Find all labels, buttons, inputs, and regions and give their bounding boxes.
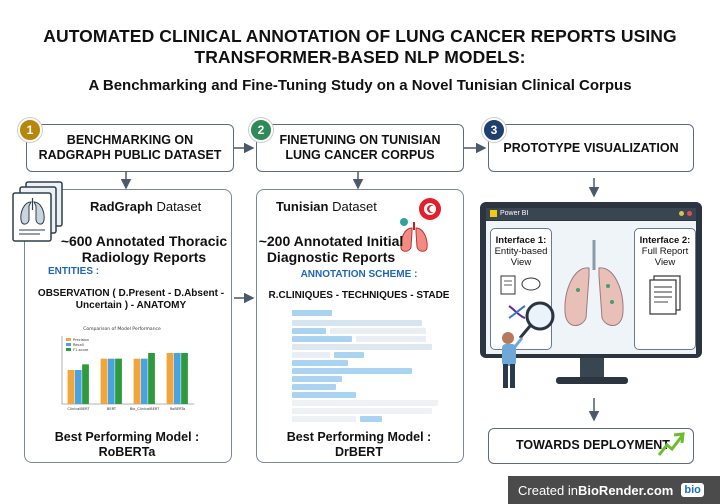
monitor-base bbox=[556, 377, 628, 384]
tunisian-best-label: Best Performing Model : bbox=[286, 430, 432, 444]
chart-legend-swatch bbox=[66, 338, 71, 341]
radgraph-dataset-name: RadGraph bbox=[90, 199, 153, 214]
deployment-label: TOWARDS DEPLOYMENT bbox=[516, 438, 670, 452]
chart-bar bbox=[74, 370, 82, 404]
radgraph-count-line-1: ~600 Annotated Thoracic bbox=[60, 233, 228, 249]
step-3-header: PROTOTYPE VISUALIZATION bbox=[488, 124, 694, 172]
radgraph-panel bbox=[24, 189, 232, 463]
chart-bar bbox=[115, 358, 122, 404]
chart-legend-label: Precision bbox=[73, 338, 89, 342]
radgraph-entities-observation: OBSERVATION ( bbox=[37, 288, 116, 299]
lung-cancer-icon bbox=[400, 198, 441, 252]
radgraph-entities-uncertain: Uncertain ) - bbox=[75, 300, 137, 311]
chart-x-tick-label: ClinicalBERT bbox=[67, 407, 90, 411]
step-1-label-line-1: BENCHMARKING ON bbox=[66, 133, 194, 147]
radgraph-entities-line-2: Uncertain ) - ANATOMY bbox=[36, 300, 226, 312]
window-minimize-icon bbox=[679, 211, 684, 216]
chart-x-tick-label: BERT bbox=[107, 407, 117, 411]
interface-2-line-1: Full Report bbox=[641, 246, 689, 257]
powerbi-logo-icon bbox=[490, 209, 497, 217]
step-3-label: PROTOTYPE VISUALIZATION bbox=[503, 140, 679, 155]
radgraph-entities-line-1: OBSERVATION ( D.Present - D.Absent - bbox=[36, 288, 226, 300]
chart-legend-swatch bbox=[66, 343, 71, 346]
radgraph-entities-label: ENTITIES : bbox=[48, 266, 100, 277]
interface-1-line-2: View bbox=[510, 257, 532, 268]
interface-2-title: Interface 2: bbox=[639, 235, 691, 246]
interface-2-line-2: View bbox=[654, 257, 676, 268]
chart-x-labels: ClinicalBERT BERT Bio_ClinicalBERT RoBERTa bbox=[67, 407, 185, 411]
deployment-box bbox=[488, 428, 694, 464]
chart-bar bbox=[148, 353, 155, 404]
radgraph-entities: OBSERVATION ( D.Present - D.Absent - Unc… bbox=[36, 288, 226, 312]
monitor-neck bbox=[580, 358, 604, 378]
document-icon bbox=[649, 275, 681, 315]
radgraph-best-model: Best Performing Model : RoBERTa bbox=[24, 430, 230, 460]
radgraph-best-value: RoBERTa bbox=[98, 445, 156, 459]
powerbi-app-name: Power BI bbox=[500, 210, 529, 217]
trending-up-icon bbox=[657, 432, 685, 456]
radgraph-dataset-word: Dataset bbox=[152, 199, 202, 214]
annotated-report-preview bbox=[286, 308, 438, 422]
chart-legend-swatch bbox=[66, 348, 71, 351]
chart-bar bbox=[100, 358, 108, 404]
interface-1-icons bbox=[500, 275, 541, 319]
chart-bars bbox=[67, 353, 188, 404]
step-2-badge: 2 bbox=[249, 118, 273, 142]
footer-brand: BioRender.com bbox=[577, 482, 674, 498]
chart-bar bbox=[67, 370, 75, 404]
chart-title: Comparison of Model Performance bbox=[83, 326, 161, 332]
radgraph-entities-anatomy: ANATOMY bbox=[136, 300, 187, 311]
chart-legend-label: F1-score bbox=[73, 348, 89, 352]
biorender-footer[interactable]: Created in BioRender.com bio bbox=[508, 476, 720, 504]
tunisian-best-model: Best Performing Model : DrBERT bbox=[256, 430, 462, 460]
step-2-header: FINETUNING ON TUNISIAN LUNG CANCER CORPUS bbox=[256, 124, 464, 172]
interface-1-line-1: Entity-based bbox=[494, 246, 548, 257]
tunisian-count: ~200 Annotated Initial Diagnostic Report… bbox=[256, 233, 406, 265]
chart-bar bbox=[107, 358, 115, 404]
title-line-1: AUTOMATED CLINICAL ANNOTATION OF LUNG CA… bbox=[43, 26, 677, 46]
interface-1-title: Interface 1: bbox=[495, 235, 547, 246]
report-stack-icon bbox=[12, 181, 63, 242]
chart-x-tick-label: Bio_ClinicalBERT bbox=[130, 407, 160, 411]
tunisian-count-line-1: ~200 Annotated Initial bbox=[258, 233, 404, 249]
powerbi-titlebar: Power BI bbox=[486, 208, 696, 220]
step-3-badge: 3 bbox=[482, 118, 506, 142]
step-2-label-line-1: FINETUNING ON TUNISIAN bbox=[279, 133, 441, 147]
tunisian-scheme-label: ANNOTATION SCHEME : bbox=[300, 269, 418, 280]
tunisian-dataset-name: Tunisian bbox=[276, 199, 329, 214]
step-1-label-line-2: RADGRAPH PUBLIC DATASET bbox=[38, 148, 222, 162]
chart-bar bbox=[173, 353, 181, 404]
chart-x-tick-label: RoBERTa bbox=[170, 407, 185, 411]
footer-prefix: Created in bbox=[518, 482, 578, 498]
biorender-logo: bio bbox=[681, 483, 704, 497]
step-2-label-line-2: LUNG CANCER CORPUS bbox=[285, 148, 435, 162]
radgraph-count: ~600 Annotated Thoracic Radiology Report… bbox=[60, 233, 228, 265]
chart-bar bbox=[133, 358, 141, 404]
tunisian-dataset-word: Dataset bbox=[328, 199, 377, 214]
chart-legend-label: Recall bbox=[73, 343, 84, 347]
radgraph-best-label: Best Performing Model : bbox=[54, 430, 200, 444]
chart-bar bbox=[82, 364, 89, 404]
chart-bar bbox=[181, 353, 188, 404]
title-line-2: TRANSFORMER-BASED NLP MODELS: bbox=[194, 47, 526, 67]
dashboard-lungs-icon bbox=[564, 240, 624, 326]
tunisian-scheme-value: R.CLINIQUES - TECHNIQUES - STADE bbox=[268, 290, 450, 301]
radgraph-entities-present-absent: D.Present - D.Absent - bbox=[115, 288, 225, 299]
model-performance-chart: Comparison of Model Performance Precisio… bbox=[61, 326, 194, 411]
step-1-header: BENCHMARKING ON RADGRAPH PUBLIC DATASET bbox=[26, 124, 234, 172]
window-close-icon bbox=[687, 211, 692, 216]
chart-bar bbox=[140, 358, 148, 404]
interface-2-card[interactable]: Interface 2: Full Report View bbox=[634, 228, 696, 350]
tunisian-best-value: DrBERT bbox=[335, 445, 383, 459]
chart-bar bbox=[166, 353, 174, 404]
radgraph-dataset-title: RadGraph Dataset bbox=[90, 199, 201, 214]
person-with-magnifier-icon bbox=[502, 301, 555, 388]
tunisian-dataset-title: Tunisian Dataset bbox=[276, 199, 377, 214]
radgraph-count-line-2: Radiology Reports bbox=[81, 249, 207, 265]
tunisian-count-line-2: Diagnostic Reports bbox=[266, 249, 396, 265]
step-1-badge: 1 bbox=[18, 118, 42, 142]
subtitle: A Benchmarking and Fine-Tuning Study on … bbox=[88, 77, 632, 94]
